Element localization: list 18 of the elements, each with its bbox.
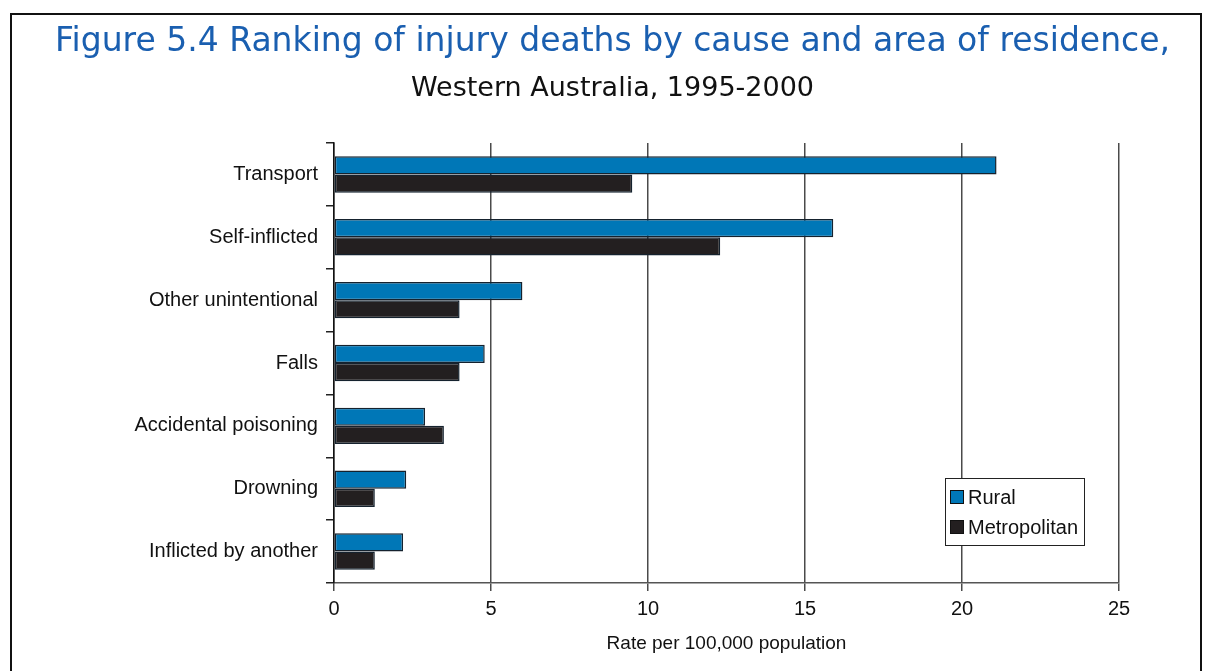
x-tick-label: 0: [328, 596, 340, 619]
y-tick-label: Inflicted by another: [149, 539, 319, 562]
x-tick-label: 15: [793, 596, 817, 619]
y-tick-label: Transport: [233, 161, 319, 184]
chart-subtitle: Western Australia, 1995-2000: [409, 71, 816, 103]
y-tick-label: Falls: [275, 350, 318, 373]
legend-label: Rural: [968, 485, 1016, 510]
y-tick-label: Drowning: [233, 476, 318, 499]
y-tick-label: Self-inflicted: [209, 224, 318, 247]
y-tick-label: Accidental poisoning: [134, 413, 318, 436]
x-tick-label: 20: [950, 596, 974, 619]
x-axis-title: Rate per 100,000 population: [606, 631, 847, 653]
x-tick-label: 5: [485, 596, 497, 619]
x-tick-label: 10: [636, 596, 660, 619]
y-tick-label: Other unintentional: [148, 287, 318, 310]
legend-label: Metropolitan: [968, 515, 1079, 540]
chart-title: Figure 5.4 Ranking of injury deaths by cause and area of residence,: [53, 20, 1171, 60]
x-tick-label: 25: [1107, 596, 1131, 619]
